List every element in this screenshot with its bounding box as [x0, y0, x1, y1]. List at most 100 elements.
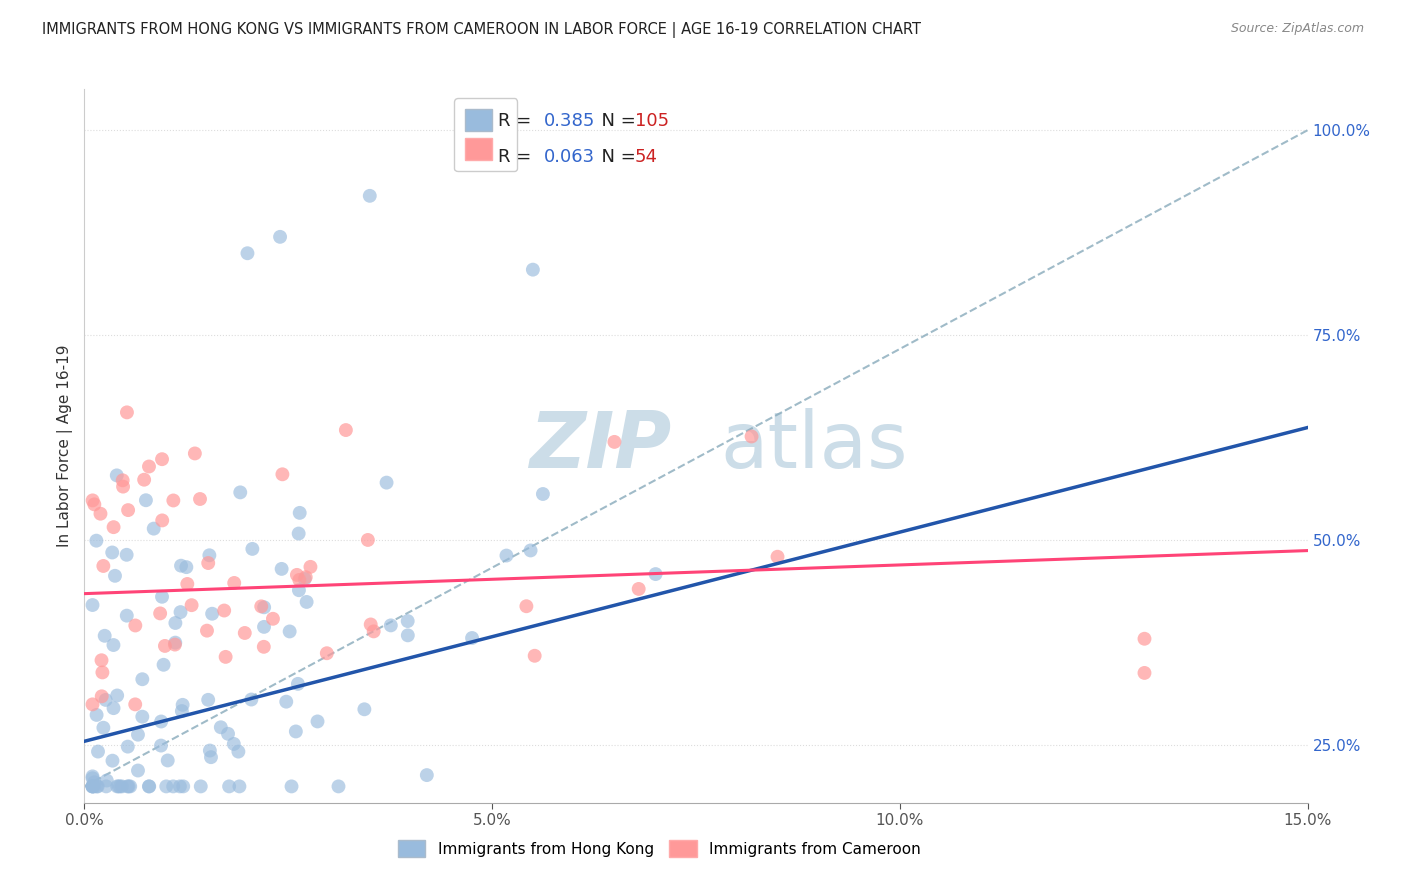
Point — [353, 702, 375, 716]
Point — [165, 635, 187, 649]
Point — [117, 780, 139, 794]
Point — [131, 709, 153, 723]
Point — [363, 624, 385, 639]
Point — [86, 533, 108, 548]
Point — [253, 640, 276, 654]
Point — [120, 780, 142, 794]
Point — [104, 569, 127, 583]
Point — [294, 570, 316, 584]
Point — [150, 452, 173, 467]
Point — [150, 590, 173, 604]
Point — [115, 548, 138, 562]
Point — [101, 754, 124, 768]
Point — [766, 549, 789, 564]
Point — [86, 780, 108, 794]
Point — [93, 721, 115, 735]
Point — [603, 434, 626, 449]
Point — [295, 595, 318, 609]
Point — [82, 598, 104, 612]
Point — [103, 638, 125, 652]
Point — [138, 780, 160, 794]
Point — [201, 607, 224, 621]
Point — [83, 780, 105, 794]
Point — [307, 714, 329, 729]
Point — [1133, 632, 1156, 646]
Point — [105, 468, 128, 483]
Point — [285, 567, 308, 582]
Point — [153, 639, 176, 653]
Point — [1133, 665, 1156, 680]
Point — [375, 475, 398, 490]
Text: Source: ZipAtlas.com: Source: ZipAtlas.com — [1230, 22, 1364, 36]
Point — [82, 698, 104, 712]
Point — [127, 728, 149, 742]
Point — [294, 572, 316, 586]
Point — [278, 624, 301, 639]
Point — [644, 567, 666, 582]
Point — [170, 704, 193, 718]
Point — [89, 507, 111, 521]
Point — [103, 520, 125, 534]
Point — [124, 698, 146, 712]
Point — [169, 605, 191, 619]
Point — [531, 487, 554, 501]
Point — [134, 473, 156, 487]
Point — [115, 405, 138, 419]
Point — [218, 780, 240, 794]
Point — [195, 624, 218, 638]
Point — [82, 780, 104, 794]
Point — [288, 583, 311, 598]
Legend: Immigrants from Hong Kong, Immigrants from Cameroon: Immigrants from Hong Kong, Immigrants fr… — [392, 834, 927, 863]
Text: 0.063: 0.063 — [544, 148, 595, 166]
Point — [357, 533, 380, 547]
Point — [359, 189, 381, 203]
Point — [197, 693, 219, 707]
Point — [93, 559, 115, 574]
Point — [288, 506, 311, 520]
Point — [315, 646, 337, 660]
Point — [135, 493, 157, 508]
Point — [299, 559, 322, 574]
Point — [280, 780, 302, 794]
Point — [87, 780, 110, 794]
Point — [96, 773, 118, 788]
Point — [150, 714, 173, 729]
Point — [111, 473, 134, 487]
Point — [461, 631, 484, 645]
Point — [105, 780, 128, 794]
Point — [82, 780, 104, 794]
Point — [138, 780, 160, 794]
Point — [90, 653, 112, 667]
Point — [172, 698, 194, 712]
Point — [91, 665, 114, 680]
Text: N =: N = — [589, 148, 641, 166]
Point — [150, 739, 173, 753]
Point — [270, 562, 292, 576]
Point — [82, 769, 104, 783]
Point — [233, 626, 256, 640]
Text: ZIP: ZIP — [529, 408, 672, 484]
Point — [495, 549, 517, 563]
Point — [82, 780, 104, 794]
Point — [269, 230, 291, 244]
Point — [217, 727, 239, 741]
Point — [172, 780, 194, 794]
Text: IMMIGRANTS FROM HONG KONG VS IMMIGRANTS FROM CAMEROON IN LABOR FORCE | AGE 16-19: IMMIGRANTS FROM HONG KONG VS IMMIGRANTS … — [42, 22, 921, 38]
Text: R =: R = — [498, 148, 537, 166]
Point — [163, 638, 186, 652]
Point — [111, 780, 134, 794]
Text: 54: 54 — [636, 148, 658, 166]
Y-axis label: In Labor Force | Age 16-19: In Labor Force | Age 16-19 — [58, 344, 73, 548]
Point — [112, 480, 135, 494]
Point — [162, 493, 184, 508]
Point — [253, 600, 276, 615]
Point — [229, 485, 252, 500]
Text: R =: R = — [498, 112, 537, 130]
Point — [108, 780, 131, 794]
Point — [396, 614, 419, 628]
Point — [94, 693, 117, 707]
Text: 0.385: 0.385 — [544, 112, 596, 130]
Point — [86, 707, 108, 722]
Point — [287, 677, 309, 691]
Point — [515, 599, 537, 614]
